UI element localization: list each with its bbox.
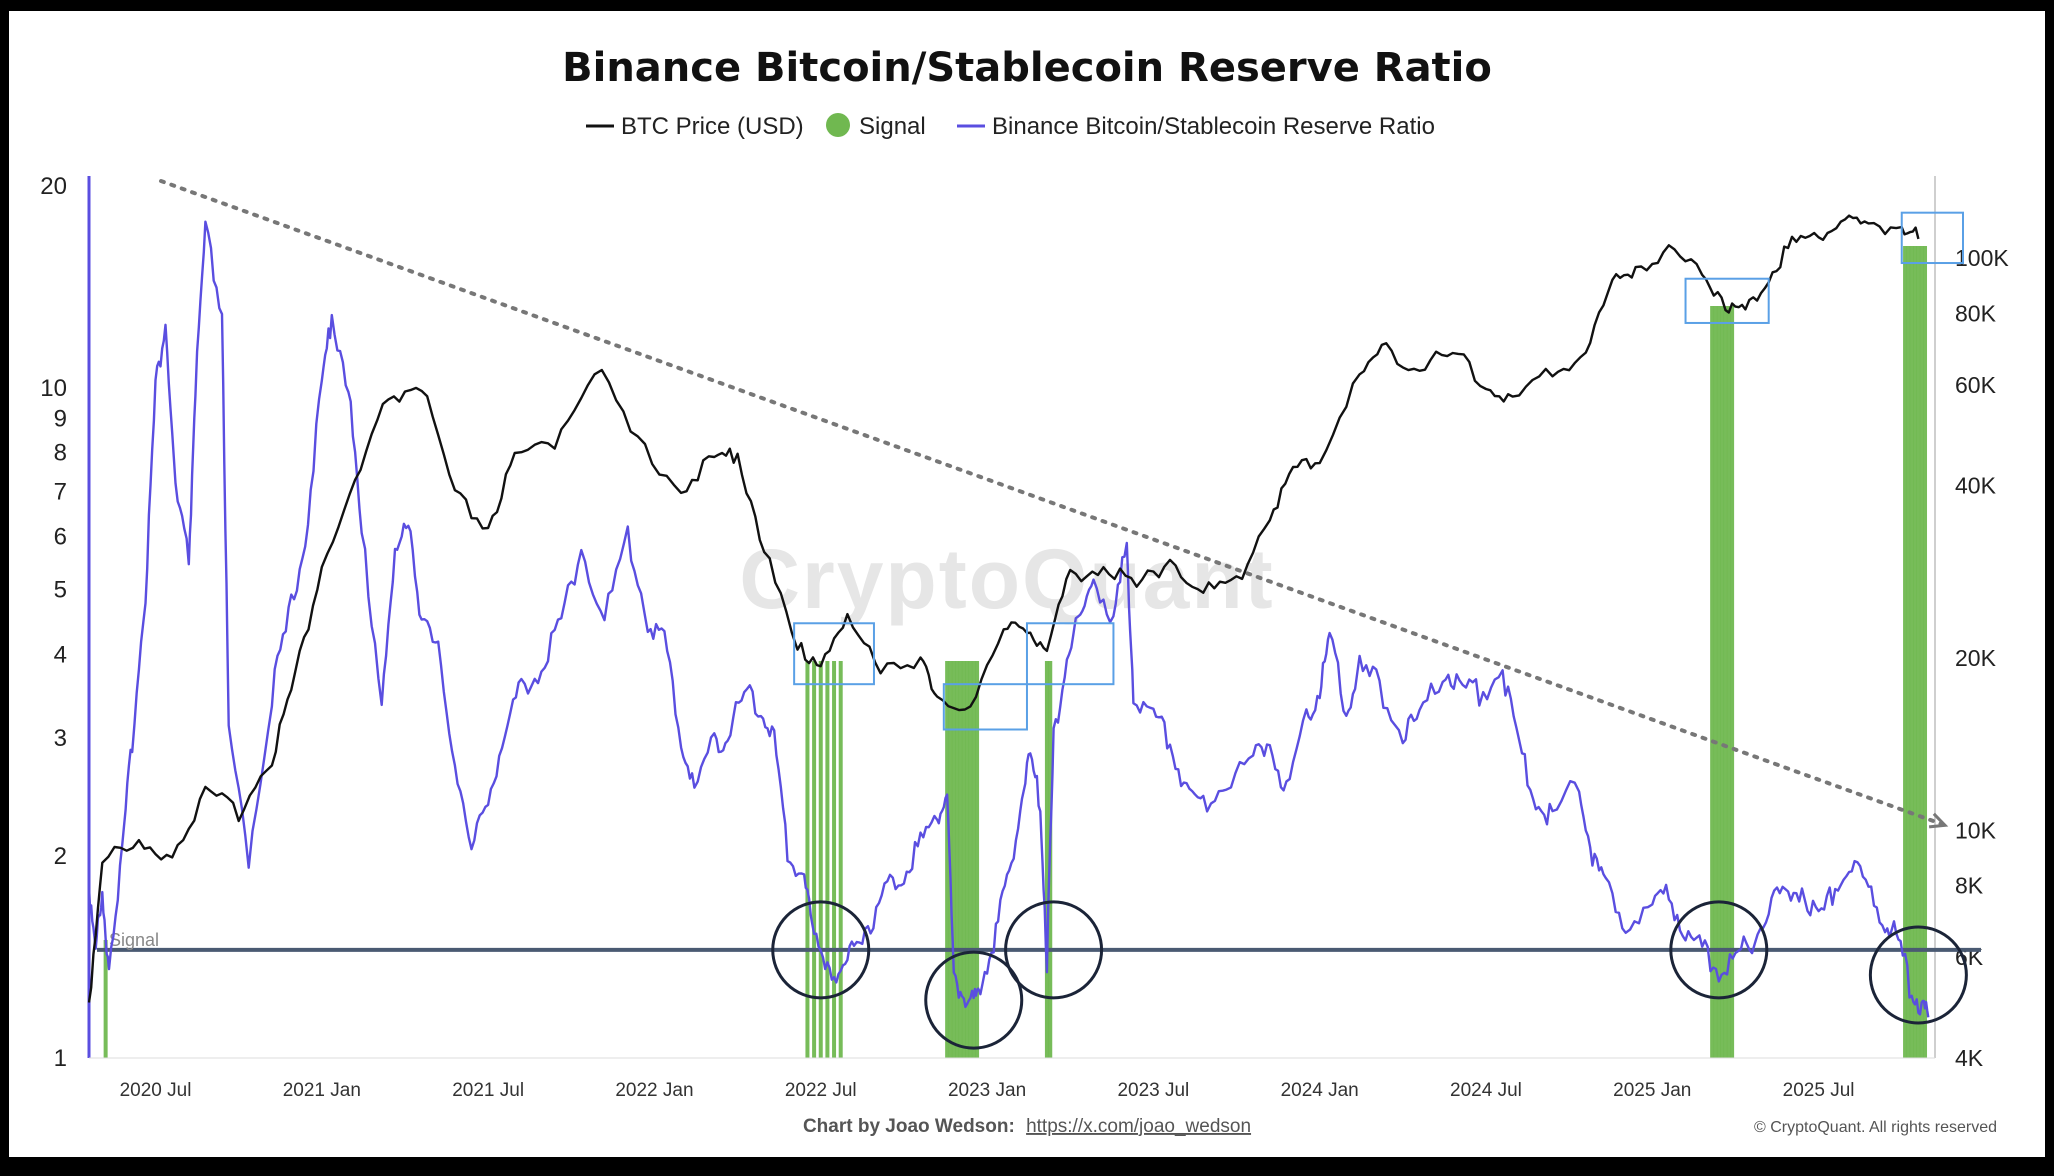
trend-arrow-line [159,179,1948,828]
chart-credit: Chart by Joao Wedson: https://x.com/joao… [803,1116,1251,1137]
signal-bar [968,661,973,1058]
annotation-boxes [793,211,1965,731]
signal-bar [971,661,976,1058]
signal-bar [1044,661,1049,1058]
annotation-box [793,622,875,686]
series-btc-price-line [87,214,1920,1003]
x-tick-label: 2025 Jul [1783,1080,1855,1101]
signal-bar [1730,306,1735,1058]
y-right-tick-label: 10K [1955,817,1997,843]
x-tick-label: 2021 Jul [452,1080,524,1101]
signal-bar [958,661,963,1058]
signal-bar [1720,306,1725,1058]
x-axis-ticks: 2020 Jul 2021 Jan 2021 Jul 2022 Jan 2022 Jul… [120,1080,1855,1101]
y-right-tick-label: 80K [1955,300,1997,326]
chart-title: Binance Bitcoin/Stablecoin Reserve Ratio [562,45,1492,91]
annotation-circle [1004,900,1104,1000]
y-left-tick-label: 3 [54,725,67,752]
annotation-circle [1868,925,1968,1025]
signal-bar [818,661,823,1058]
signal-bar [1723,306,1728,1058]
signal-bar [1919,246,1924,1058]
chart-panel: CryptoQuant Binance Bitcoin/Stablecoin R… [9,11,2045,1157]
y-right-tick-label: 4K [1955,1045,1984,1071]
x-tick-label: 2023 Jan [948,1080,1026,1101]
plot-axes [87,176,1936,1059]
y-left-tick-label: 7 [54,479,67,506]
x-tick-label: 2024 Jan [1281,1080,1359,1101]
signal-bar [1903,246,1908,1058]
x-tick-label: 2022 Jan [615,1080,693,1101]
annotation-box [1684,277,1770,324]
signal-bar [838,661,843,1058]
x-tick-label: 2024 Jul [1450,1080,1522,1101]
x-tick-label: 2025 Jan [1613,1080,1691,1101]
signal-bar [1713,306,1718,1058]
signal-threshold-label: Signal [109,930,159,950]
copyright: © CryptoQuant. All rights reserved [1754,1119,1997,1136]
x-tick-label: 2022 Jul [785,1080,857,1101]
signal-bar [1913,246,1918,1058]
signal-bar [945,661,950,1058]
signal-bar [805,661,810,1058]
x-tick-label: 2020 Jul [120,1080,192,1101]
signal-bar [103,939,108,1058]
y-left-tick-label: 4 [54,641,67,668]
credit-link[interactable]: https://x.com/joao_wedson [1026,1116,1251,1137]
signal-bar [1909,246,1914,1058]
y-right-tick-label: 40K [1955,473,1997,499]
signal-bar [965,661,970,1058]
signal-bar [961,661,966,1058]
signal-bar [1710,306,1715,1058]
signal-bar [1906,246,1911,1058]
signal-bar [1916,246,1921,1058]
signal-bar [1716,306,1721,1058]
y-left-tick-label: 1 [54,1045,67,1072]
signal-bar [1726,306,1731,1058]
signal-bar [825,661,830,1058]
y-left-tick-label: 10 [40,375,67,402]
y-left-tick-label: 5 [54,577,67,604]
credit-prefix: Chart by Joao Wedson: [803,1116,1015,1137]
legend-ratio-label[interactable]: Binance Bitcoin/Stablecoin Reserve Ratio [992,113,1435,140]
y-left-tick-label: 8 [54,440,67,467]
legend-signal-label[interactable]: Signal [859,113,926,140]
y-right-tick-label: 100K [1955,245,2009,271]
watermark: CryptoQuant [739,532,1274,626]
signal-bars [103,246,1928,1058]
chart-canvas: CryptoQuant Binance Bitcoin/Stablecoin R… [40,45,2009,1137]
series-ratio-line [87,220,1930,1018]
left-axis-ticks: 20 10 9 8 7 6 5 4 3 2 1 [40,173,67,1072]
y-right-tick-label: 8K [1955,873,1984,899]
annotation-box [1900,211,1965,265]
y-left-tick-label: 6 [54,523,67,550]
annotation-circle [1669,900,1769,1000]
trend-arrow [159,179,1949,829]
x-tick-label: 2023 Jul [1117,1080,1189,1101]
y-right-tick-label: 60K [1955,372,1997,398]
y-left-tick-label: 9 [54,405,67,432]
y-left-tick-label: 20 [40,173,67,200]
signal-bar [1923,246,1928,1058]
annotation-circle [771,900,871,1000]
annotation-box [1025,622,1115,686]
annotation-box [942,683,1028,731]
signal-bar [955,661,960,1058]
x-tick-label: 2021 Jan [283,1080,361,1101]
trend-arrow-head [1928,812,1949,829]
y-right-tick-label: 20K [1955,645,1997,671]
annotation-circles [771,900,1968,1050]
y-left-tick-label: 2 [54,843,67,870]
legend-signal-swatch [826,113,850,137]
annotation-circle [924,950,1024,1050]
legend-btc-label[interactable]: BTC Price (USD) [621,113,804,140]
signal-bar [951,661,956,1058]
signal-bar [975,661,980,1058]
signal-bar [832,661,837,1058]
signal-bar [812,661,817,1058]
legend[interactable]: BTC Price (USD) Signal Binance Bitcoin/S… [586,113,1435,140]
